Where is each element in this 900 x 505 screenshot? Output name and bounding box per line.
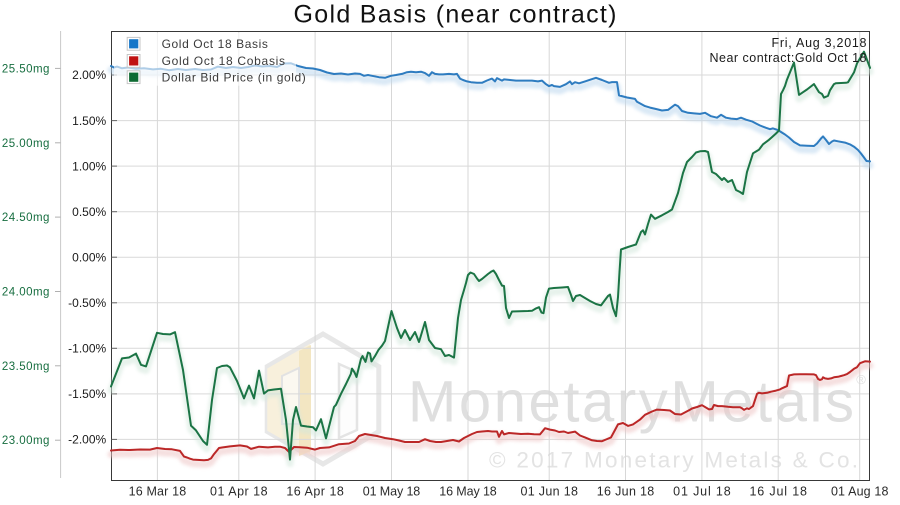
svg-text:24.00mg: 24.00mg — [2, 287, 50, 299]
svg-text:-0.50%: -0.50% — [68, 296, 106, 310]
svg-text:16 Apr 18: 16 Apr 18 — [286, 484, 344, 498]
svg-text:Gold Oct 18 Cobasis: Gold Oct 18 Cobasis — [162, 54, 285, 68]
svg-text:25.50mg: 25.50mg — [2, 63, 50, 75]
svg-text:-2.00%: -2.00% — [68, 433, 106, 447]
svg-text:0.50%: 0.50% — [72, 205, 106, 219]
svg-text:23.50mg: 23.50mg — [2, 361, 50, 373]
svg-text:01 Jun 18: 01 Jun 18 — [520, 484, 578, 498]
svg-text:25.00mg: 25.00mg — [2, 138, 50, 150]
svg-text:01 Aug 18: 01 Aug 18 — [831, 484, 889, 498]
svg-text:16 Jul 18: 16 Jul 18 — [749, 484, 807, 498]
svg-text:16 Mar 18: 16 Mar 18 — [129, 484, 187, 498]
svg-text:16 Jun 18: 16 Jun 18 — [597, 484, 655, 498]
svg-text:Fri, Aug 3,2018: Fri, Aug 3,2018 — [772, 36, 867, 50]
svg-text:1.50%: 1.50% — [72, 114, 106, 128]
svg-text:-1.00%: -1.00% — [68, 342, 106, 356]
svg-text:-1.50%: -1.50% — [68, 387, 106, 401]
svg-text:16 May 18: 16 May 18 — [439, 484, 497, 498]
svg-text:0.00%: 0.00% — [72, 250, 106, 264]
svg-text:®: ® — [856, 372, 866, 387]
svg-text:23.00mg: 23.00mg — [2, 435, 50, 447]
svg-text:MonetaryMetals: MonetaryMetals — [408, 370, 854, 435]
svg-text:01 Apr 18: 01 Apr 18 — [210, 484, 268, 498]
svg-text:Near contract:Gold Oct 18: Near contract:Gold Oct 18 — [710, 51, 867, 65]
svg-text:01 Jul 18: 01 Jul 18 — [673, 484, 731, 498]
svg-text:Gold Oct 18 Basis: Gold Oct 18 Basis — [162, 37, 268, 51]
svg-text:24.50mg: 24.50mg — [2, 212, 50, 224]
svg-text:Gold Basis (near contract): Gold Basis (near contract) — [294, 0, 617, 28]
svg-text:01 May 18: 01 May 18 — [363, 484, 421, 498]
svg-text:2.00%: 2.00% — [72, 68, 106, 82]
svg-text:© 2017 Monetary Metals & Co.: © 2017 Monetary Metals & Co. — [489, 448, 858, 473]
svg-text:Dollar Bid Price (in gold): Dollar Bid Price (in gold) — [162, 71, 306, 85]
svg-text:1.00%: 1.00% — [72, 159, 106, 173]
